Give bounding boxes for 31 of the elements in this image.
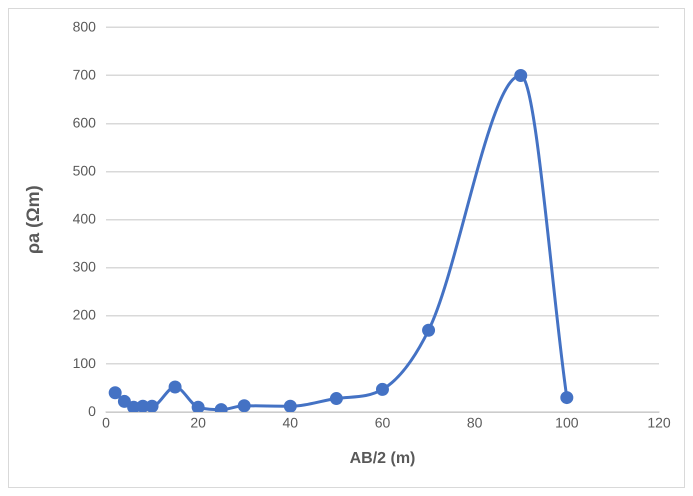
point: [560, 391, 574, 404]
x-tick-label: 120: [647, 414, 671, 430]
y-axis-title: ρa (Ωm): [22, 185, 43, 254]
y-tick-label: 200: [72, 306, 96, 323]
y-tick-label: 300: [72, 258, 96, 275]
y-tick-label: 600: [72, 114, 96, 130]
y-tick-label: 100: [72, 354, 96, 371]
point: [108, 386, 122, 400]
point: [514, 68, 528, 82]
y-tick-label: 0: [88, 402, 96, 419]
x-tick-label: 40: [282, 414, 298, 430]
point: [330, 392, 343, 406]
point: [118, 394, 131, 408]
point: [168, 380, 182, 394]
y-tick-label: 800: [72, 18, 96, 34]
y-tick-label: 700: [72, 66, 96, 82]
y-tick-label: 500: [72, 162, 96, 178]
point: [376, 382, 389, 396]
point: [127, 400, 140, 412]
x-axis-title: AB/2 (m): [350, 450, 416, 467]
point: [146, 400, 159, 412]
y-tick-label: 400: [72, 210, 96, 227]
x-tick-label: 60: [374, 414, 390, 430]
x-tick-label: 0: [102, 414, 110, 430]
point: [238, 399, 251, 412]
point: [422, 324, 436, 337]
point: [284, 400, 297, 412]
point: [192, 400, 205, 412]
x-tick-label: 100: [555, 414, 579, 430]
x-tick-label: 80: [466, 414, 483, 430]
x-tick-label: 20: [190, 414, 206, 430]
